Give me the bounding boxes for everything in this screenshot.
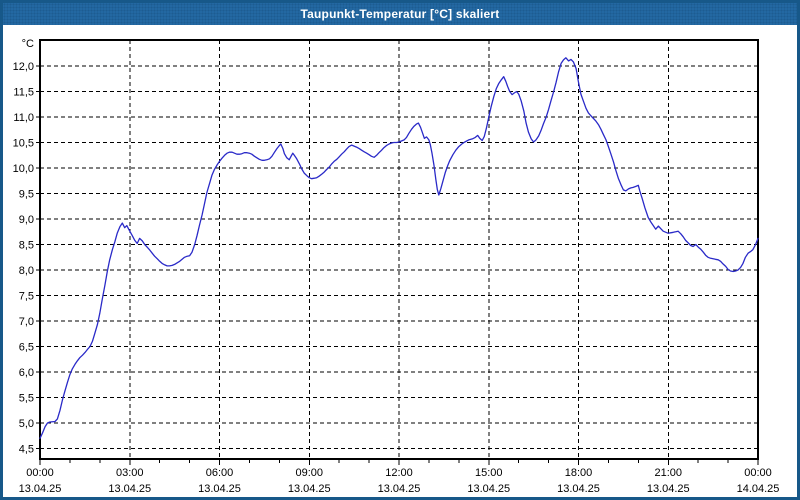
dewpoint-line [39, 57, 759, 439]
y-tick-label: 11,5 [13, 87, 34, 99]
y-tick-label: 8,0 [19, 265, 34, 277]
x-tick-time-label: 03:00 [116, 467, 144, 479]
y-axis-unit-label: °C [22, 38, 34, 50]
x-tick-time-label: 18:00 [565, 467, 593, 479]
title-bar: Taupunkt-Temperatur [°C] skaliert [3, 3, 797, 25]
y-tick-label: 6,5 [19, 342, 34, 354]
y-tick-label: 10,0 [13, 163, 34, 175]
x-tick-time-label: 06:00 [206, 467, 234, 479]
window-title: Taupunkt-Temperatur [°C] skaliert [300, 7, 500, 21]
plot-border [39, 39, 759, 460]
y-tick-label: 5,5 [19, 393, 34, 405]
x-tick-time-label: 00:00 [744, 467, 772, 479]
x-tick-date-label: 13.04.25 [378, 483, 421, 495]
y-tick-label: 9,0 [19, 214, 34, 226]
y-tick-label: 11,0 [13, 112, 34, 124]
y-tick-label: 7,0 [19, 316, 34, 328]
y-tick-label: 6,0 [19, 367, 34, 379]
x-tick-date-label: 13.04.25 [557, 483, 600, 495]
x-tick-date-label: 13.04.25 [108, 483, 151, 495]
x-tick-date-label: 14.04.25 [737, 483, 780, 495]
y-tick-label: 12,0 [13, 61, 34, 73]
chart-area: 12,0 11,5 11,0 10,5 10,0 9,5 9,0 8,5 8,0 7,5 7,0 6,… [3, 25, 797, 497]
x-tick-time-label: 00:00 [26, 467, 54, 479]
x-tick-time-label: 12:00 [385, 467, 413, 479]
x-tick-date-label: 13.04.25 [19, 483, 62, 495]
x-tick-date-label: 13.04.25 [198, 483, 241, 495]
x-tick-date-label: 13.04.25 [288, 483, 331, 495]
y-tick-label: 10,5 [13, 138, 34, 150]
y-tick-label: 4,5 [19, 444, 34, 456]
x-tick-time-label: 21:00 [654, 467, 682, 479]
y-tick-label: 5,0 [19, 418, 34, 430]
x-tick-time-label: 09:00 [295, 467, 323, 479]
dewpoint-chart: 12,0 11,5 11,0 10,5 10,0 9,5 9,0 8,5 8,0 7,5 7,0 6,… [13, 38, 780, 495]
y-tick-label: 7,5 [19, 291, 34, 303]
y-tick-label: 8,5 [19, 240, 34, 252]
x-tick-date-label: 13.04.25 [467, 483, 510, 495]
x-tick-date-label: 13.04.25 [647, 483, 690, 495]
x-tick-time-label: 15:00 [475, 467, 503, 479]
y-tick-label: 9,5 [19, 189, 34, 201]
